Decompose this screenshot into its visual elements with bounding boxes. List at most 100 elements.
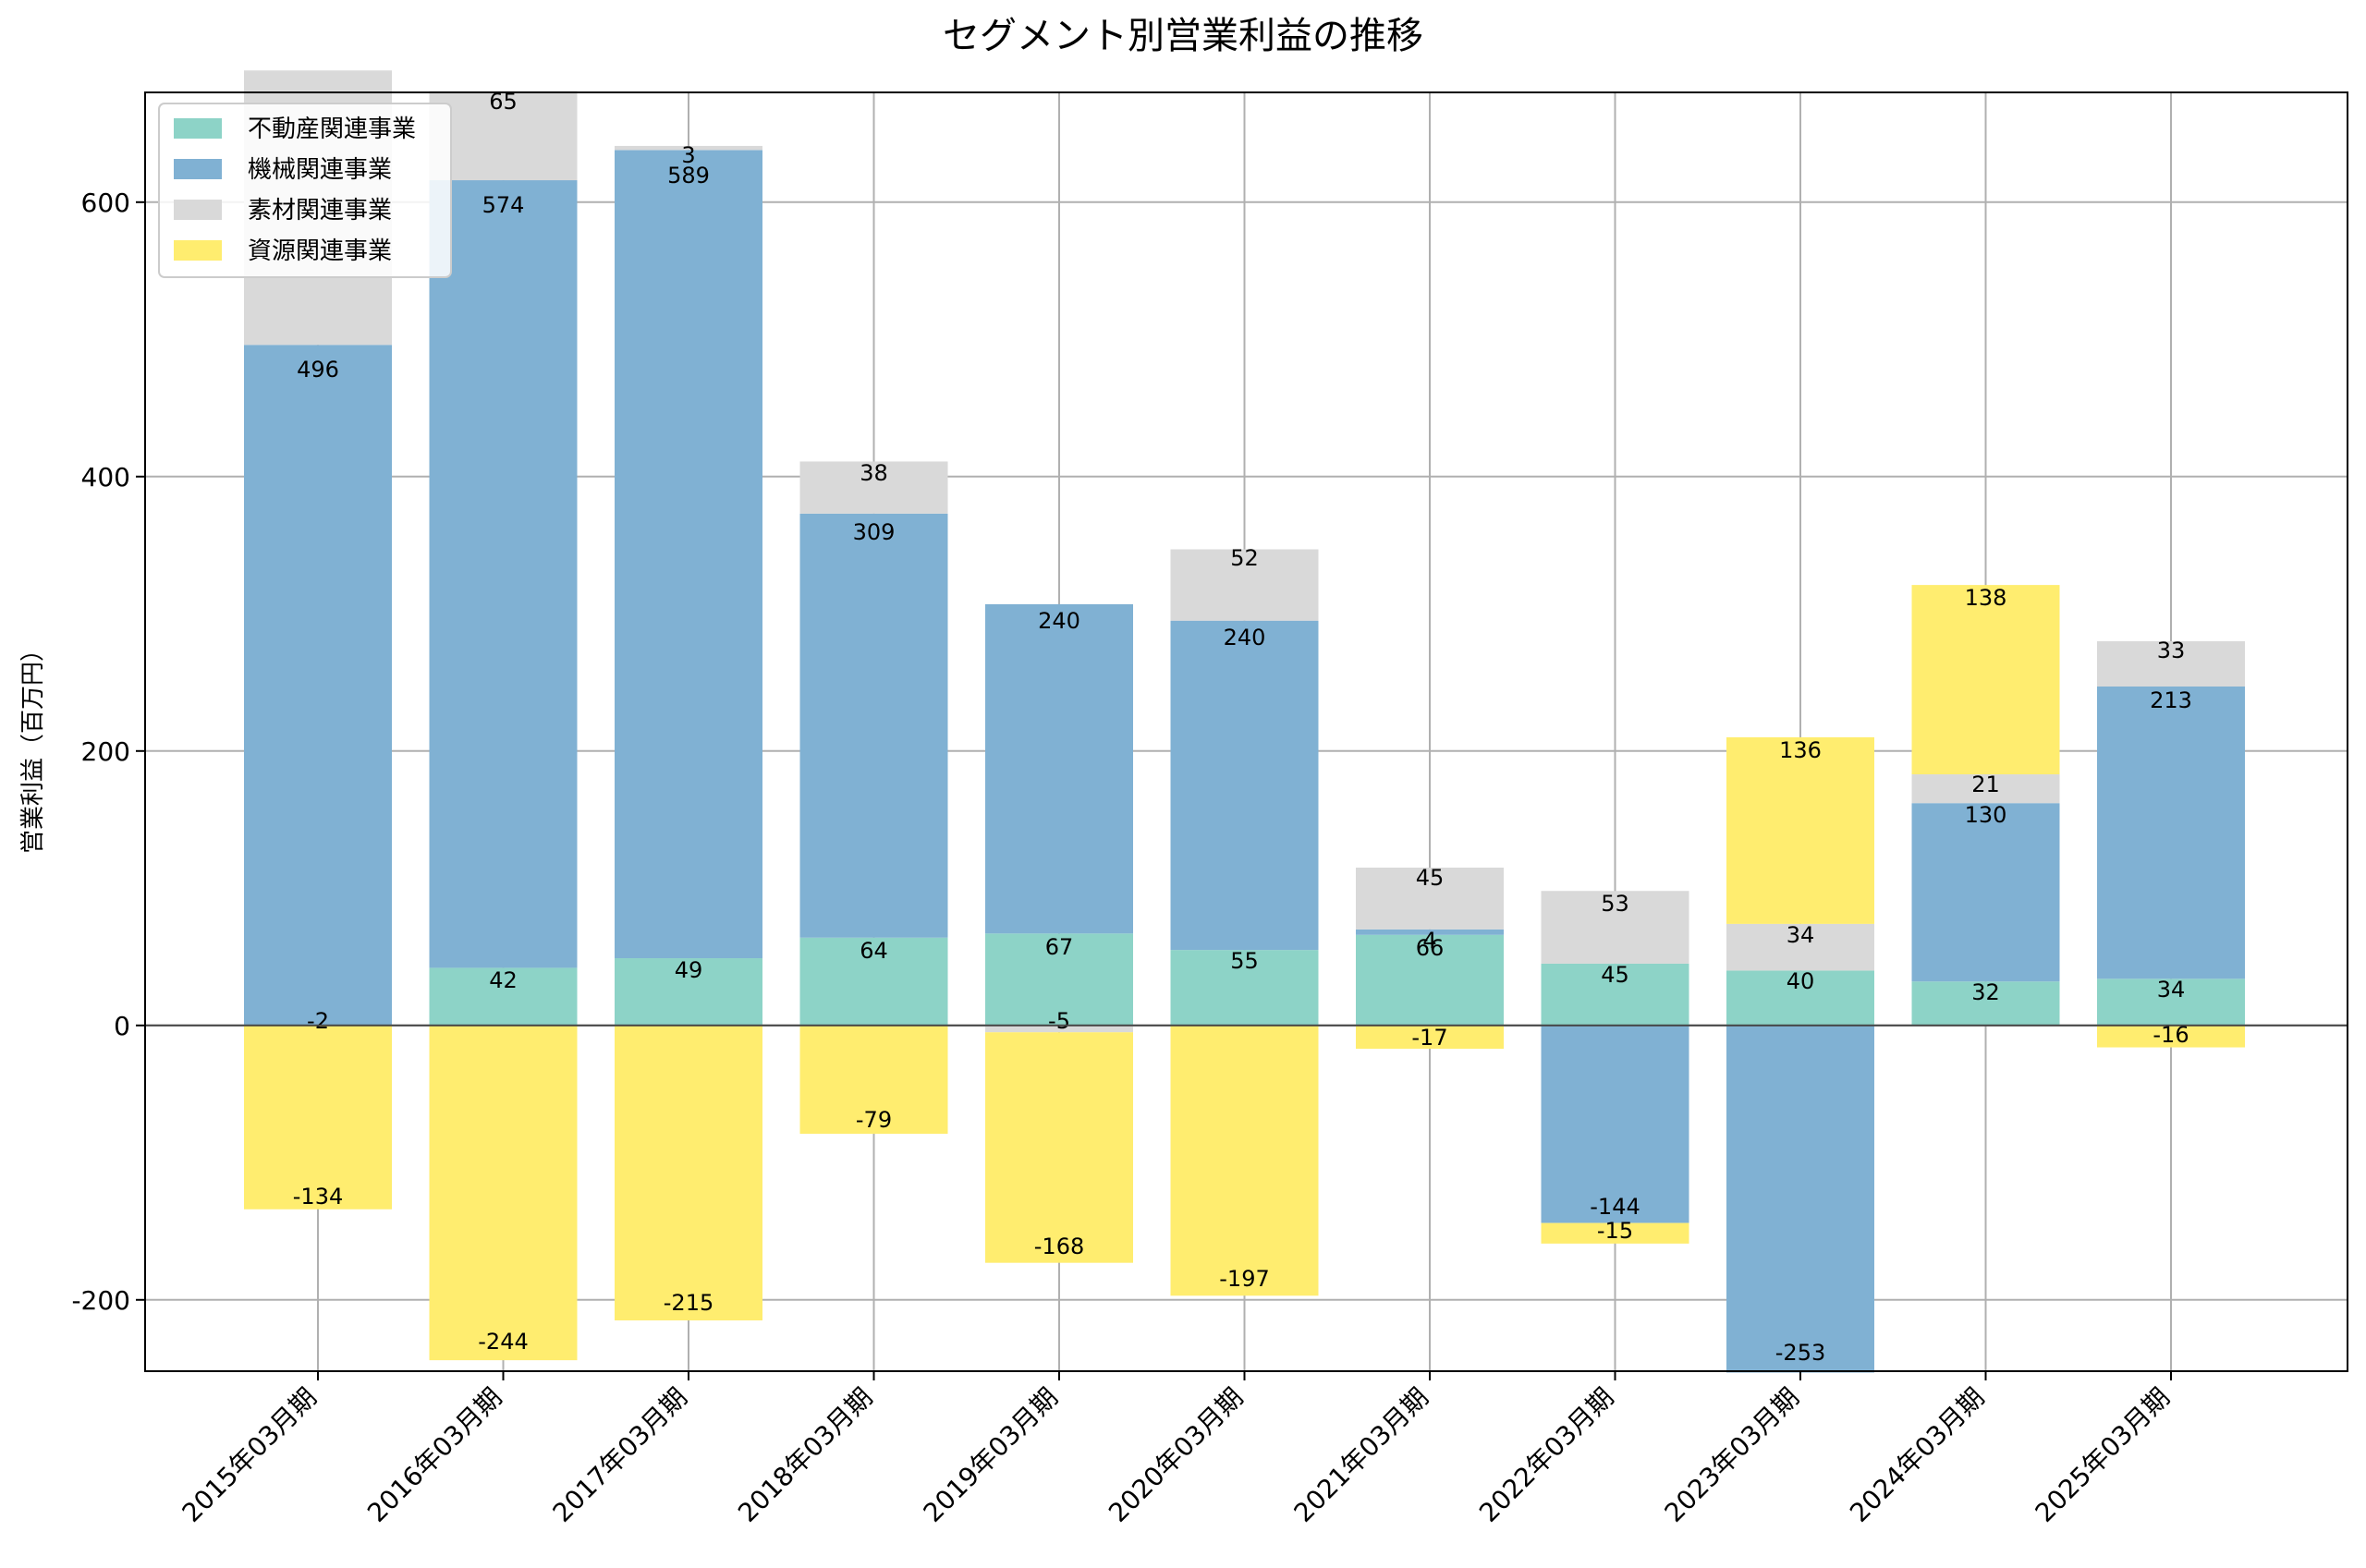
bar-0-9	[1911, 981, 2060, 1026]
data-label: 130	[1965, 802, 2007, 828]
data-label: 33	[2157, 638, 2186, 663]
bar-3-9	[1911, 585, 2060, 775]
data-label: -79	[856, 1107, 892, 1133]
bar-0-4	[985, 933, 1133, 1026]
y-axis-label: 営業利益（百万円）	[19, 638, 47, 854]
data-label: 38	[860, 460, 888, 486]
bar-3-7	[1541, 1222, 1689, 1244]
bar-2-3	[799, 461, 948, 514]
data-label: 67	[1045, 934, 1074, 960]
bar-3-6	[1356, 1025, 1504, 1050]
data-label: -15	[1597, 1218, 1633, 1244]
x-tick-label: 2016年03月期	[361, 1382, 507, 1528]
data-label: 138	[1965, 585, 2007, 611]
bar-3-4	[985, 1032, 1133, 1263]
data-label: 53	[1601, 891, 1629, 917]
data-label: 4	[1422, 928, 1436, 954]
x-tick-label: 2022年03月期	[1473, 1382, 1619, 1528]
data-label: 49	[675, 957, 703, 983]
data-label: 574	[482, 192, 525, 218]
bar-0-10	[2097, 978, 2245, 1026]
data-label: 32	[1971, 979, 2000, 1005]
legend-swatch	[174, 118, 222, 139]
bar-3-8	[1726, 736, 1874, 924]
legend-box	[158, 103, 452, 278]
bar-0-7	[1541, 963, 1689, 1026]
data-label: 55	[1230, 948, 1259, 974]
x-tick-label: 2018年03月期	[732, 1382, 878, 1528]
bars	[244, 70, 2245, 1373]
data-label: 42	[489, 967, 518, 993]
legend-label: 不動産関連事業	[248, 115, 416, 143]
data-label: -17	[1411, 1025, 1447, 1051]
bar-3-1	[429, 1025, 578, 1361]
data-label: 240	[1038, 608, 1080, 634]
bar-0-6	[1356, 934, 1504, 1026]
bar-1-6	[1356, 929, 1504, 935]
bar-0-1	[429, 967, 578, 1026]
data-label: 3	[681, 142, 695, 168]
legend-swatch	[174, 200, 222, 220]
data-label: -5	[1048, 1008, 1070, 1034]
bar-2-10	[2097, 640, 2245, 687]
bar-1-8	[1726, 1025, 1874, 1373]
legend-label: 機械関連事業	[248, 156, 392, 184]
chart-title: セグメント別営業利益の推移	[943, 15, 1423, 57]
legend-label: 素材関連事業	[248, 197, 392, 225]
y-tick-label: 0	[114, 1011, 130, 1041]
bar-2-8	[1726, 923, 1874, 971]
y-tick-label: 600	[81, 188, 130, 218]
x-tick-label: 2015年03月期	[177, 1382, 323, 1528]
data-label: 34	[2157, 977, 2186, 1003]
bar-2-1	[429, 91, 578, 181]
data-label: 45	[1416, 865, 1445, 891]
data-label: 496	[297, 357, 339, 383]
data-label: -197	[1219, 1266, 1269, 1292]
x-tick-label: 2019年03月期	[918, 1382, 1064, 1528]
data-label: 213	[2150, 687, 2192, 713]
data-label: -168	[1034, 1234, 1084, 1259]
bar-1-9	[1911, 803, 2060, 982]
data-label: 21	[1971, 772, 2000, 797]
bar-0-8	[1726, 970, 1874, 1026]
bar-0-5	[1170, 950, 1319, 1026]
bar-1-5	[1170, 620, 1319, 951]
data-label: 240	[1224, 625, 1266, 650]
data-label: 52	[1230, 545, 1259, 571]
data-label: 34	[1787, 922, 1815, 948]
bar-3-3	[799, 1025, 948, 1135]
y-tick-label: 200	[81, 736, 130, 767]
legend-swatch	[174, 240, 222, 261]
bar-1-10	[2097, 686, 2245, 979]
data-label: 589	[667, 163, 710, 188]
bar-2-2	[615, 145, 762, 151]
data-label: -2	[307, 1008, 329, 1034]
data-label: -144	[1590, 1194, 1640, 1220]
data-label: 45	[1601, 962, 1629, 988]
bar-1-2	[615, 150, 762, 959]
data-labels: -2496-1344257465-244495893-2156430938-79…	[293, 89, 2192, 1366]
bar-2-9	[1911, 774, 2060, 804]
data-label: 136	[1779, 737, 1822, 763]
x-tick-label: 2024年03月期	[1844, 1382, 1990, 1528]
x-tick-label: 2017年03月期	[547, 1382, 693, 1528]
legend-label: 資源関連事業	[248, 237, 392, 265]
plot-frame	[144, 91, 2348, 1372]
y-tick-label: 400	[81, 462, 130, 492]
data-label: 40	[1787, 968, 1815, 994]
bar-2-5	[1170, 549, 1319, 621]
x-tick-label: 2021年03月期	[1288, 1382, 1434, 1528]
bar-1-7	[1541, 1025, 1689, 1223]
data-label: -215	[664, 1290, 713, 1316]
bar-3-2	[615, 1025, 762, 1321]
data-label: -253	[1775, 1340, 1825, 1366]
x-tick-label: 2025年03月期	[2030, 1382, 2176, 1528]
bar-1-0	[244, 345, 392, 1026]
bar-1-1	[429, 180, 578, 968]
x-tick-label: 2023年03月期	[1659, 1382, 1805, 1528]
bar-1-4	[985, 603, 1133, 934]
bar-1-3	[799, 513, 948, 938]
bar-0-2	[615, 958, 762, 1026]
